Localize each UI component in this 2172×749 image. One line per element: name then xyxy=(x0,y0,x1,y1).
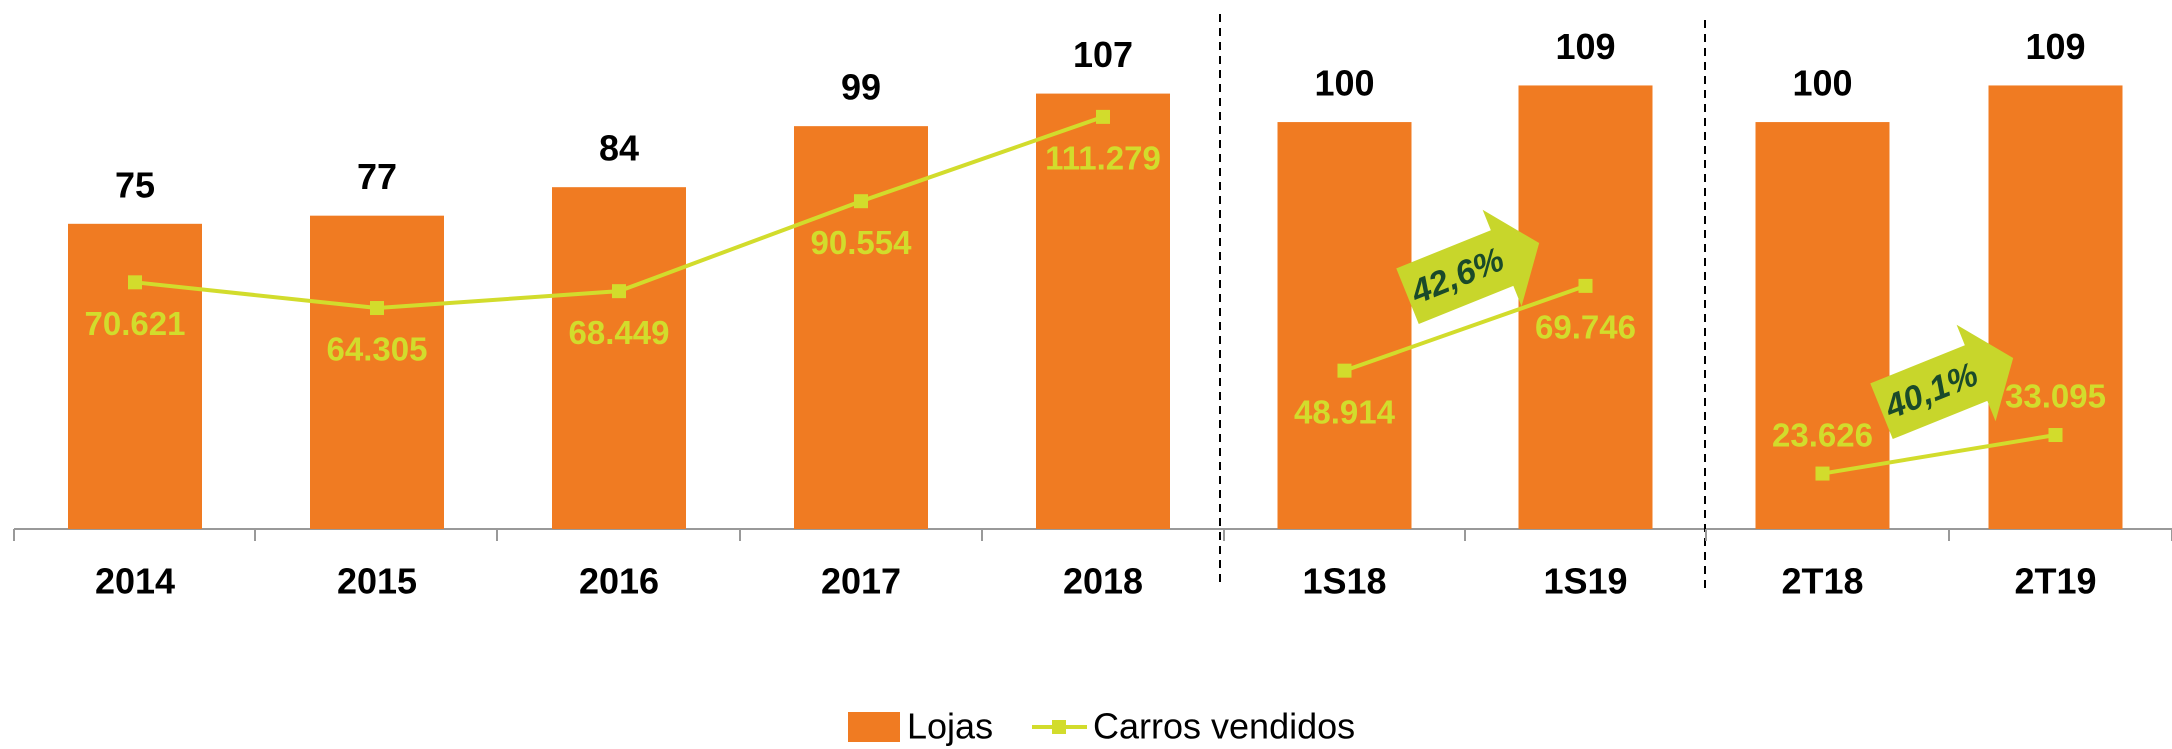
x-tick-label: 2018 xyxy=(1063,561,1143,602)
line-label: 68.449 xyxy=(569,314,670,351)
bar-label: 100 xyxy=(1792,63,1852,104)
line-marker xyxy=(854,194,868,209)
x-tick-label: 2015 xyxy=(337,561,417,602)
line-marker xyxy=(1578,278,1593,293)
line-label: 111.279 xyxy=(1045,140,1161,177)
bar-label: 100 xyxy=(1314,63,1374,104)
legend-swatch xyxy=(848,712,900,742)
x-tick-label: 2017 xyxy=(821,561,901,602)
line-marker xyxy=(370,301,384,316)
line-label: 90.554 xyxy=(811,224,913,261)
line-label: 33.095 xyxy=(2005,378,2106,415)
bar xyxy=(1518,85,1653,529)
legend-label: Lojas xyxy=(907,706,993,747)
bar-label: 107 xyxy=(1073,34,1133,75)
bar-label: 75 xyxy=(115,164,155,205)
bar-label: 109 xyxy=(1555,26,1615,67)
line xyxy=(1343,283,1587,373)
legend-marker xyxy=(1052,720,1066,734)
bar xyxy=(1988,85,2123,529)
line-marker xyxy=(2048,428,2063,443)
bar xyxy=(1755,122,1890,530)
x-tick-label: 1S18 xyxy=(1302,561,1386,602)
bar-label: 99 xyxy=(841,67,881,108)
x-tick-label: 2014 xyxy=(95,561,175,602)
line-label: 69.746 xyxy=(1535,309,1636,346)
bar xyxy=(1036,93,1170,529)
bar xyxy=(68,223,202,530)
line-marker xyxy=(128,275,142,290)
line-marker xyxy=(1096,109,1110,124)
bar-label: 84 xyxy=(599,128,639,169)
legend-label: Carros vendidos xyxy=(1093,706,1355,747)
x-tick-label: 2016 xyxy=(579,561,659,602)
bar xyxy=(1277,122,1412,530)
bar-label: 77 xyxy=(357,156,397,197)
x-tick-label: 1S19 xyxy=(1543,561,1627,602)
bar xyxy=(310,215,444,529)
line-marker xyxy=(1815,466,1830,481)
line-marker xyxy=(612,284,626,299)
bar-label: 109 xyxy=(2025,26,2085,67)
line xyxy=(1822,433,2056,476)
x-tick-label: 2T18 xyxy=(1781,561,1863,602)
growth-arrow: 42,6% xyxy=(1396,209,1540,325)
line-label: 48.914 xyxy=(1294,393,1396,430)
arrow-shape xyxy=(1396,209,1540,325)
line-label: 23.626 xyxy=(1772,416,1873,453)
line-label: 70.621 xyxy=(85,305,186,342)
arrow-shape xyxy=(1870,324,2014,440)
line-marker xyxy=(1337,363,1352,378)
line-label: 64.305 xyxy=(327,331,428,368)
x-tick-label: 2T19 xyxy=(2014,561,2096,602)
bar xyxy=(552,187,686,529)
bar xyxy=(794,126,928,530)
